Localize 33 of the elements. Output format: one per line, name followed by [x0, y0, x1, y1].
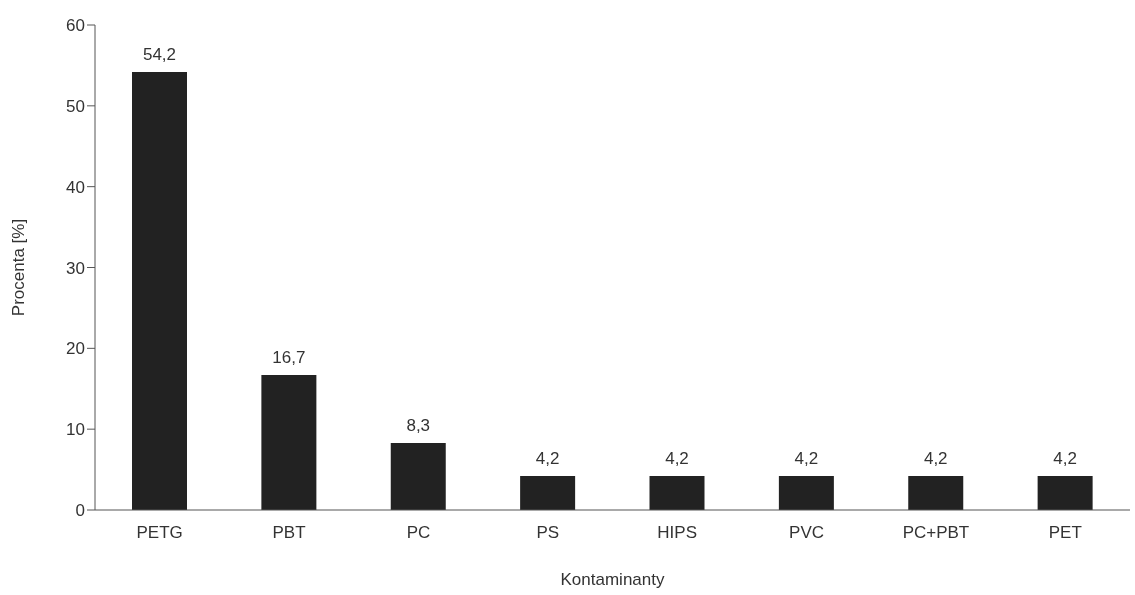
y-tick-label: 10 [66, 420, 85, 440]
x-tick-label: PET [1048, 523, 1082, 543]
y-tick-label: 60 [66, 16, 85, 36]
x-tick-label: PBT [272, 523, 306, 543]
x-tick-label: PVC [789, 523, 825, 543]
y-tick-label: 50 [66, 96, 85, 116]
y-tick-label: 20 [66, 339, 85, 359]
bar [778, 476, 834, 510]
bar [1037, 476, 1093, 510]
data-label: 4,2 [1053, 449, 1077, 469]
bar [261, 375, 317, 510]
bar [908, 476, 964, 510]
x-tick-label: HIPS [657, 523, 698, 543]
x-tick-label: PS [536, 523, 560, 543]
data-label: 16,7 [272, 348, 306, 368]
bar [132, 71, 187, 510]
data-label: 54,2 [142, 44, 177, 64]
y-tick-label: 30 [66, 258, 85, 278]
x-axis-title: Kontaminanty [560, 570, 665, 589]
y-tick-label: 40 [66, 177, 85, 197]
bar [520, 476, 576, 510]
data-label: 4,2 [794, 449, 819, 469]
y-axis-title: Procenta [%] [9, 218, 29, 317]
y-tick-label: 0 [75, 501, 85, 521]
x-tick-label: PETG [136, 523, 183, 543]
data-label: 8,3 [406, 415, 431, 435]
bar [649, 476, 705, 510]
bar [390, 442, 446, 510]
x-tick-label: PC [406, 523, 431, 543]
data-label: 4,2 [665, 449, 689, 469]
data-label: 4,2 [535, 449, 560, 469]
data-label: 4,2 [923, 449, 948, 469]
x-tick-label: PC+PBT [902, 523, 970, 543]
